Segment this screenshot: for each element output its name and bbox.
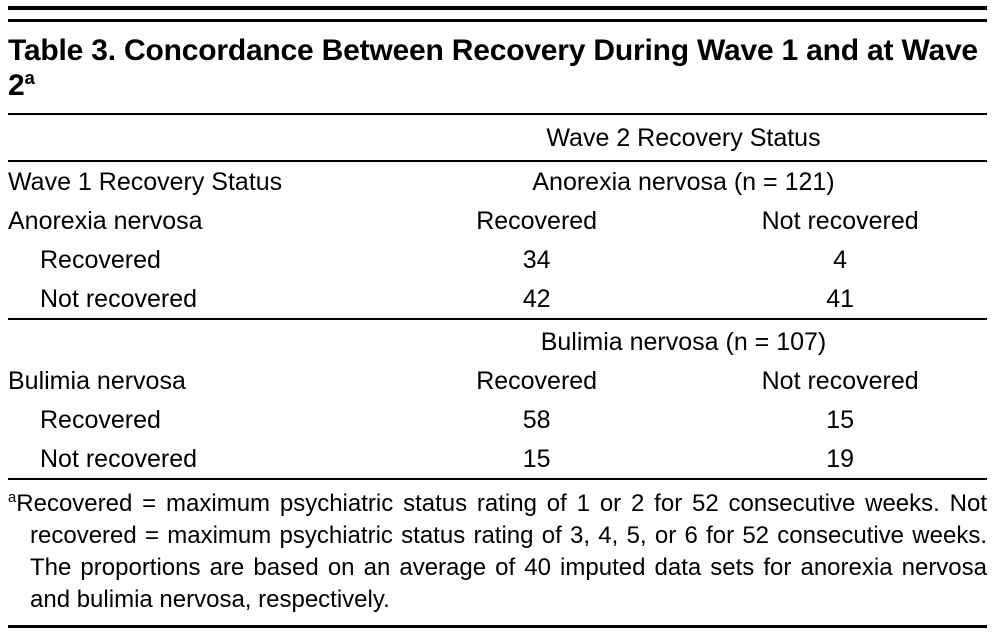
bulimia-not-recovered-row-label: Not recovered bbox=[40, 444, 198, 473]
bulimia-group-header: Bulimia nervosa (n = 107) bbox=[540, 327, 827, 356]
table-title: Table 3. Concordance Between Recovery Du… bbox=[8, 34, 987, 104]
wave2-header-row: Wave 2 Recovery Status bbox=[8, 115, 987, 160]
rule-between-sections bbox=[8, 317, 987, 320]
wave2-recovery-status-header: Wave 2 Recovery Status bbox=[546, 123, 821, 152]
table-footnote: aRecovered = maximum psychiatric status … bbox=[8, 488, 987, 617]
bulimia-group-row: Bulimia nervosa (n = 107) bbox=[8, 320, 987, 361]
footnote-superscript: a bbox=[8, 489, 17, 506]
bulimia-col-header-not-recovered: Not recovered bbox=[761, 366, 919, 395]
rule-under-wave2-header bbox=[8, 159, 987, 162]
anorexia-row-header: Anorexia nervosa bbox=[8, 206, 203, 235]
table-bottom-rule bbox=[8, 625, 987, 637]
anorexia-col-header-recovered: Recovered bbox=[476, 206, 598, 235]
anorexia-recovered-recovered-value: 34 bbox=[522, 245, 551, 274]
table-title-text: Table 3. Concordance Between Recovery Du… bbox=[8, 34, 978, 102]
anorexia-group-header: Anorexia nervosa (n = 121) bbox=[532, 167, 835, 196]
table-row: Not recovered 15 19 bbox=[8, 439, 987, 478]
table-row: Not recovered 42 41 bbox=[8, 279, 987, 318]
anorexia-col-header-not-recovered: Not recovered bbox=[761, 206, 919, 235]
empty-cell bbox=[8, 131, 380, 146]
anorexia-recovered-row-label: Recovered bbox=[40, 245, 161, 274]
anorexia-not-recovered-row-label: Not recovered bbox=[40, 284, 198, 313]
empty-cell bbox=[8, 339, 380, 350]
rule-above-footnote bbox=[8, 477, 987, 480]
bulimia-not-recovered-recovered-value: 15 bbox=[522, 444, 551, 473]
table-row: Recovered 34 4 bbox=[8, 240, 987, 279]
anorexia-recovered-not-recovered-value: 4 bbox=[833, 245, 848, 274]
bulimia-recovered-recovered-value: 58 bbox=[522, 405, 551, 434]
bulimia-recovered-row-label: Recovered bbox=[40, 405, 161, 434]
anorexia-not-recovered-not-recovered-value: 41 bbox=[826, 284, 855, 313]
wave1-recovery-status-header: Wave 1 Recovery Status bbox=[8, 167, 283, 196]
table-row: Recovered 58 15 bbox=[8, 400, 987, 439]
footnote-text: Recovered = maximum psychiatric status r… bbox=[16, 489, 987, 614]
bulimia-row-header: Bulimia nervosa bbox=[8, 366, 186, 395]
rule-under-title bbox=[8, 112, 987, 115]
bulimia-col-header-row: Bulimia nervosa Recovered Not recovered bbox=[8, 361, 987, 400]
bulimia-not-recovered-not-recovered-value: 19 bbox=[826, 444, 855, 473]
bulimia-recovered-not-recovered-value: 15 bbox=[826, 405, 855, 434]
anorexia-col-header-row: Anorexia nervosa Recovered Not recovered bbox=[8, 201, 987, 240]
concordance-table: Wave 2 Recovery Status Wave 1 Recovery S… bbox=[8, 115, 987, 478]
bulimia-col-header-recovered: Recovered bbox=[476, 366, 598, 395]
table-top-rule bbox=[8, 6, 987, 22]
anorexia-group-row: Wave 1 Recovery Status Anorexia nervosa … bbox=[8, 162, 987, 201]
table-title-superscript: a bbox=[24, 66, 35, 88]
anorexia-not-recovered-recovered-value: 42 bbox=[522, 284, 551, 313]
